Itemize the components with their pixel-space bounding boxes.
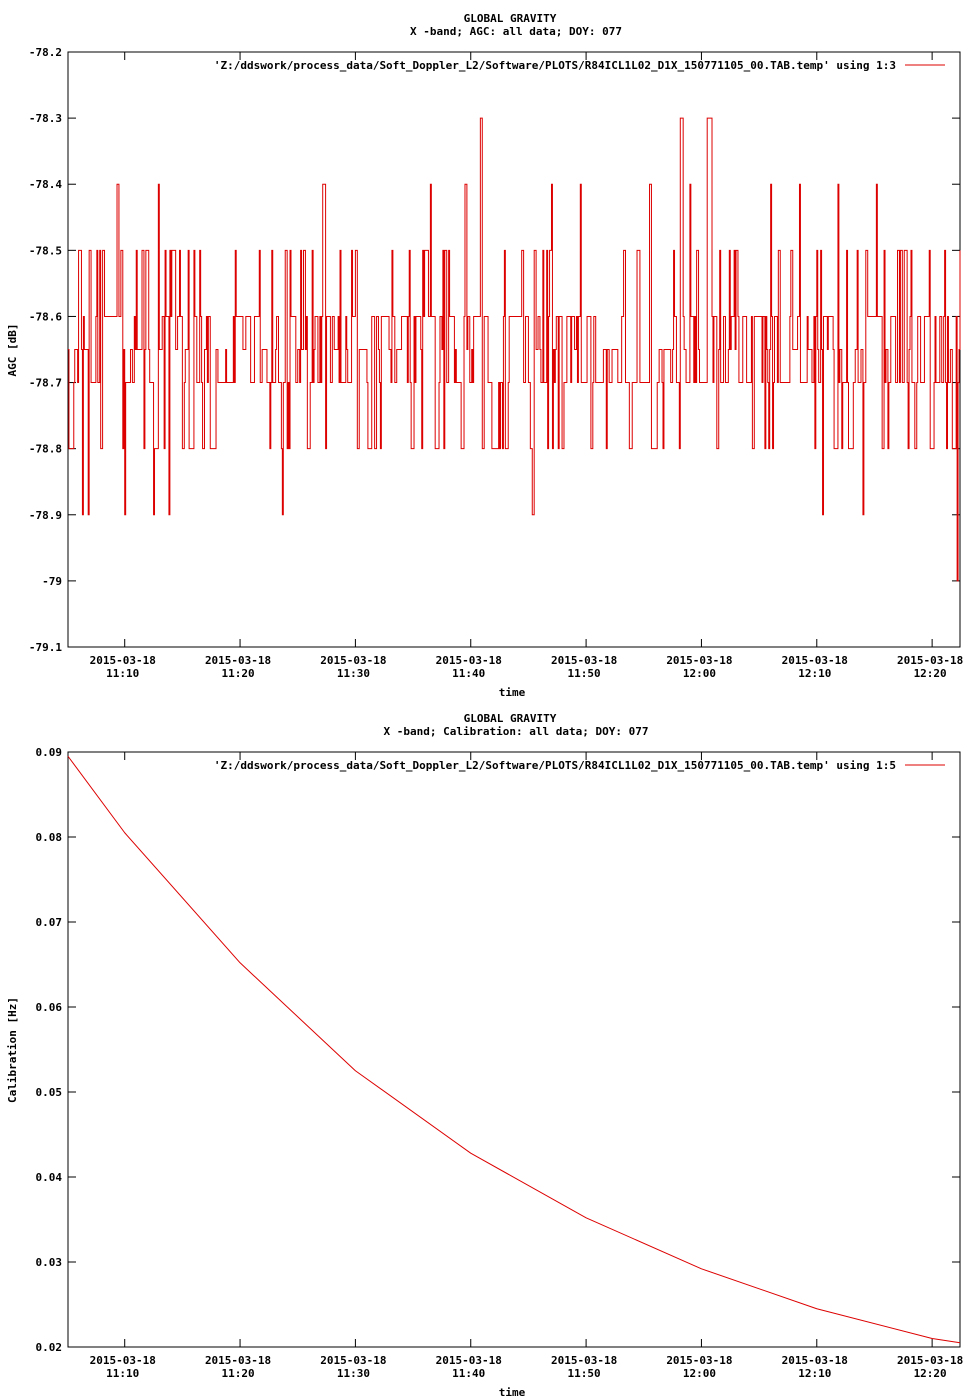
- agc-x-tick-date: 2015-03-18: [436, 654, 502, 667]
- calibration-x-tick-time: 12:20: [914, 1367, 947, 1380]
- calibration-x-tick-date: 2015-03-18: [436, 1354, 502, 1367]
- calibration-y-axis-label: Calibration [Hz]: [6, 997, 19, 1103]
- agc-y-tick-label: -78.7: [29, 377, 62, 390]
- calibration-chart-title: GLOBAL GRAVITY: [464, 712, 557, 725]
- calibration-y-tick-label: 0.09: [36, 746, 63, 759]
- calibration-x-axis-label: time: [499, 1386, 526, 1399]
- calibration-legend-label: 'Z:/ddswork/process_data/Soft_Doppler_L2…: [214, 759, 896, 772]
- agc-x-tick-time: 12:10: [798, 667, 831, 680]
- agc-x-tick-time: 11:20: [221, 667, 254, 680]
- agc-y-tick-label: -78.6: [29, 310, 62, 323]
- calibration-x-tick-date: 2015-03-18: [320, 1354, 386, 1367]
- agc-x-tick-time: 12:00: [683, 667, 716, 680]
- calibration-chart-subtitle: X -band; Calibration: all data; DOY: 077: [384, 725, 649, 738]
- agc-x-tick-time: 11:10: [106, 667, 139, 680]
- calibration-x-tick-time: 12:00: [683, 1367, 716, 1380]
- calibration-y-tick-label: 0.07: [36, 916, 63, 929]
- calibration-x-tick-time: 11:50: [568, 1367, 601, 1380]
- agc-x-tick-date: 2015-03-18: [320, 654, 386, 667]
- agc-x-tick-date: 2015-03-18: [897, 654, 963, 667]
- agc-x-tick-time: 12:20: [914, 667, 947, 680]
- calibration-chart: GLOBAL GRAVITY X -band; Calibration: all…: [6, 712, 963, 1399]
- calibration-x-tick-date: 2015-03-18: [205, 1354, 271, 1367]
- agc-x-tick-date: 2015-03-18: [90, 654, 156, 667]
- calibration-plot-frame: [67, 751, 961, 1348]
- calibration-y-axis: 0.09 0.08 0.07 0.06 0.05 0.04 0.03 0.02: [36, 746, 960, 1354]
- calibration-y-tick-label: 0.08: [36, 831, 63, 844]
- calibration-y-tick-label: 0.06: [36, 1001, 63, 1014]
- agc-x-tick-time: 11:40: [452, 667, 485, 680]
- calibration-y-tick-label: 0.04: [36, 1171, 63, 1184]
- calibration-x-tick-time: 11:10: [106, 1367, 139, 1380]
- agc-x-tick-time: 11:30: [337, 667, 370, 680]
- agc-chart-title: GLOBAL GRAVITY: [464, 12, 557, 25]
- agc-y-tick-label: -78.3: [29, 112, 62, 125]
- calibration-x-axis: 2015-03-1811:102015-03-1811:202015-03-18…: [90, 752, 963, 1380]
- agc-y-tick-label: -78.9: [29, 509, 62, 522]
- agc-x-axis: 2015-03-1811:102015-03-1811:202015-03-18…: [90, 52, 963, 680]
- agc-y-tick-label: -79: [42, 575, 62, 588]
- agc-y-tick-label: -78.8: [29, 443, 62, 456]
- agc-chart-subtitle: X -band; AGC: all data; DOY: 077: [410, 25, 622, 38]
- calibration-x-tick-time: 11:40: [452, 1367, 485, 1380]
- agc-y-axis-label: AGC [dB]: [6, 324, 19, 377]
- agc-y-tick-label: -78.4: [29, 178, 62, 191]
- calibration-x-tick-time: 12:10: [798, 1367, 831, 1380]
- calibration-y-tick-label: 0.05: [36, 1086, 63, 1099]
- calibration-series: [67, 755, 961, 1344]
- agc-y-tick-label: -78.2: [29, 46, 62, 59]
- calibration-x-tick-time: 11:20: [221, 1367, 254, 1380]
- agc-chart: GLOBAL GRAVITY X -band; AGC: all data; D…: [6, 12, 963, 699]
- calibration-line: [67, 755, 961, 1344]
- agc-x-tick-time: 11:50: [568, 667, 601, 680]
- agc-y-tick-label: -78.5: [29, 244, 62, 257]
- agc-y-tick-label: -79.1: [29, 641, 62, 654]
- calibration-y-tick-label: 0.02: [36, 1341, 63, 1354]
- agc-x-tick-date: 2015-03-18: [666, 654, 732, 667]
- agc-x-tick-date: 2015-03-18: [782, 654, 848, 667]
- calibration-x-tick-date: 2015-03-18: [666, 1354, 732, 1367]
- agc-x-tick-date: 2015-03-18: [551, 654, 617, 667]
- calibration-x-tick-date: 2015-03-18: [90, 1354, 156, 1367]
- agc-legend-label: 'Z:/ddswork/process_data/Soft_Doppler_L2…: [214, 59, 896, 72]
- calibration-x-tick-date: 2015-03-18: [551, 1354, 617, 1367]
- calibration-x-tick-date: 2015-03-18: [897, 1354, 963, 1367]
- agc-y-axis: -78.2 -78.3 -78.4 -78.5 -78.6 -78.7 -78.8 -78.9…: [29, 46, 960, 654]
- calibration-y-tick-label: 0.03: [36, 1256, 63, 1269]
- agc-series: [68, 117, 961, 582]
- calibration-x-tick-date: 2015-03-18: [782, 1354, 848, 1367]
- agc-x-tick-date: 2015-03-18: [205, 654, 271, 667]
- agc-line: [68, 117, 961, 582]
- agc-x-axis-label: time: [499, 686, 526, 699]
- calibration-x-tick-time: 11:30: [337, 1367, 370, 1380]
